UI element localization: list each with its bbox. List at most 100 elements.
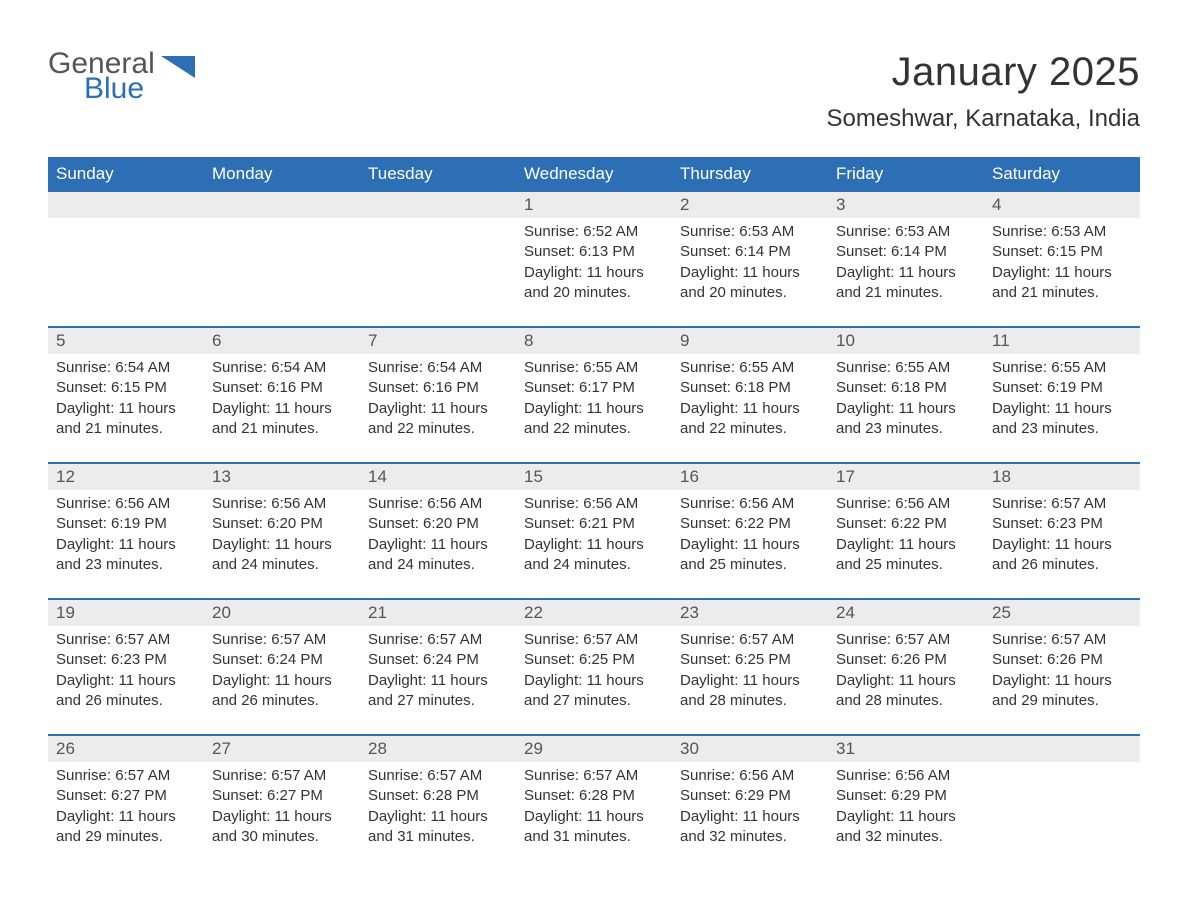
week-row: 1Sunrise: 6:52 AMSunset: 6:13 PMDaylight… (48, 192, 1140, 312)
day-cell: 9Sunrise: 6:55 AMSunset: 6:18 PMDaylight… (672, 328, 828, 448)
day-number: 12 (48, 464, 204, 490)
day-body: Sunrise: 6:57 AMSunset: 6:25 PMDaylight:… (672, 626, 828, 719)
daylight-text: Daylight: 11 hours and 29 minutes. (56, 807, 196, 848)
day-body: Sunrise: 6:56 AMSunset: 6:20 PMDaylight:… (204, 490, 360, 583)
day-body: Sunrise: 6:57 AMSunset: 6:24 PMDaylight:… (204, 626, 360, 719)
sunrise-text: Sunrise: 6:57 AM (836, 630, 976, 650)
empty-day-bar (360, 192, 516, 218)
daylight-text: Daylight: 11 hours and 31 minutes. (368, 807, 508, 848)
sunrise-text: Sunrise: 6:56 AM (524, 494, 664, 514)
empty-day-bar (48, 192, 204, 218)
day-cell (984, 736, 1140, 856)
sunset-text: Sunset: 6:23 PM (992, 514, 1132, 534)
day-cell: 13Sunrise: 6:56 AMSunset: 6:20 PMDayligh… (204, 464, 360, 584)
sunset-text: Sunset: 6:14 PM (836, 242, 976, 262)
day-body: Sunrise: 6:56 AMSunset: 6:29 PMDaylight:… (828, 762, 984, 855)
day-cell: 30Sunrise: 6:56 AMSunset: 6:29 PMDayligh… (672, 736, 828, 856)
day-body: Sunrise: 6:57 AMSunset: 6:27 PMDaylight:… (48, 762, 204, 855)
day-cell: 3 Sunrise: 6:53 AMSunset: 6:14 PMDaylight… (828, 192, 984, 312)
day-header: Thursday (672, 157, 828, 192)
sunset-text: Sunset: 6:27 PM (56, 786, 196, 806)
sunrise-text: Sunrise: 6:53 AM (836, 222, 976, 242)
daylight-text: Daylight: 11 hours and 23 minutes. (836, 399, 976, 440)
month-title: January 2025 (826, 50, 1140, 95)
daylight-text: Daylight: 11 hours and 26 minutes. (992, 535, 1132, 576)
sunrise-text: Sunrise: 6:56 AM (680, 766, 820, 786)
daylight-text: Daylight: 11 hours and 20 minutes. (680, 263, 820, 304)
day-number: 24 (828, 600, 984, 626)
sunrise-text: Sunrise: 6:55 AM (680, 358, 820, 378)
week-row: 26Sunrise: 6:57 AMSunset: 6:27 PMDayligh… (48, 734, 1140, 856)
sunset-text: Sunset: 6:19 PM (992, 378, 1132, 398)
day-cell: 29Sunrise: 6:57 AMSunset: 6:28 PMDayligh… (516, 736, 672, 856)
daylight-text: Daylight: 11 hours and 22 minutes. (524, 399, 664, 440)
sunset-text: Sunset: 6:26 PM (836, 650, 976, 670)
daylight-text: Daylight: 11 hours and 24 minutes. (212, 535, 352, 576)
day-body: Sunrise: 6:56 AMSunset: 6:20 PMDaylight:… (360, 490, 516, 583)
logo-triangle-icon (161, 56, 195, 81)
sunrise-text: Sunrise: 6:54 AM (368, 358, 508, 378)
day-body: Sunrise: 6:52 AMSunset: 6:13 PMDaylight:… (516, 218, 672, 311)
day-number: 1 (516, 192, 672, 218)
sunset-text: Sunset: 6:17 PM (524, 378, 664, 398)
day-cell: 27Sunrise: 6:57 AMSunset: 6:27 PMDayligh… (204, 736, 360, 856)
day-header: Monday (204, 157, 360, 192)
sunrise-text: Sunrise: 6:57 AM (212, 766, 352, 786)
day-number: 29 (516, 736, 672, 762)
sunrise-text: Sunrise: 6:54 AM (212, 358, 352, 378)
sunset-text: Sunset: 6:28 PM (368, 786, 508, 806)
day-cell (204, 192, 360, 312)
day-header: Tuesday (360, 157, 516, 192)
daylight-text: Daylight: 11 hours and 23 minutes. (992, 399, 1132, 440)
day-cell: 21Sunrise: 6:57 AMSunset: 6:24 PMDayligh… (360, 600, 516, 720)
sunrise-text: Sunrise: 6:57 AM (56, 630, 196, 650)
sunrise-text: Sunrise: 6:57 AM (212, 630, 352, 650)
daylight-text: Daylight: 11 hours and 30 minutes. (212, 807, 352, 848)
daylight-text: Daylight: 11 hours and 24 minutes. (368, 535, 508, 576)
day-body: Sunrise: 6:57 AMSunset: 6:28 PMDaylight:… (516, 762, 672, 855)
day-number: 11 (984, 328, 1140, 354)
sunset-text: Sunset: 6:16 PM (212, 378, 352, 398)
day-number: 3 (828, 192, 984, 218)
sunset-text: Sunset: 6:20 PM (368, 514, 508, 534)
day-body: Sunrise: 6:57 AMSunset: 6:27 PMDaylight:… (204, 762, 360, 855)
day-body: Sunrise: 6:57 AMSunset: 6:23 PMDaylight:… (984, 490, 1140, 583)
day-cell: 14Sunrise: 6:56 AMSunset: 6:20 PMDayligh… (360, 464, 516, 584)
day-body: Sunrise: 6:53 AMSunset: 6:14 PMDaylight:… (672, 218, 828, 311)
daylight-text: Daylight: 11 hours and 28 minutes. (680, 671, 820, 712)
daylight-text: Daylight: 11 hours and 27 minutes. (524, 671, 664, 712)
day-number: 10 (828, 328, 984, 354)
day-cell: 11Sunrise: 6:55 AMSunset: 6:19 PMDayligh… (984, 328, 1140, 448)
daylight-text: Daylight: 11 hours and 31 minutes. (524, 807, 664, 848)
header: General Blue January 2025 Someshwar, Kar… (48, 50, 1140, 133)
sunset-text: Sunset: 6:15 PM (992, 242, 1132, 262)
sunset-text: Sunset: 6:24 PM (212, 650, 352, 670)
daylight-text: Daylight: 11 hours and 32 minutes. (680, 807, 820, 848)
day-number: 9 (672, 328, 828, 354)
title-block: January 2025 Someshwar, Karnataka, India (826, 50, 1140, 133)
day-cell: 23Sunrise: 6:57 AMSunset: 6:25 PMDayligh… (672, 600, 828, 720)
sunrise-text: Sunrise: 6:57 AM (368, 630, 508, 650)
day-number: 18 (984, 464, 1140, 490)
day-body: Sunrise: 6:56 AMSunset: 6:22 PMDaylight:… (672, 490, 828, 583)
logo: General Blue (48, 50, 195, 102)
day-number: 28 (360, 736, 516, 762)
sunrise-text: Sunrise: 6:53 AM (992, 222, 1132, 242)
daylight-text: Daylight: 11 hours and 26 minutes. (212, 671, 352, 712)
day-number: 27 (204, 736, 360, 762)
sunset-text: Sunset: 6:26 PM (992, 650, 1132, 670)
day-cell: 24Sunrise: 6:57 AMSunset: 6:26 PMDayligh… (828, 600, 984, 720)
daylight-text: Daylight: 11 hours and 21 minutes. (212, 399, 352, 440)
day-body: Sunrise: 6:57 AMSunset: 6:26 PMDaylight:… (828, 626, 984, 719)
sunrise-text: Sunrise: 6:55 AM (836, 358, 976, 378)
sunrise-text: Sunrise: 6:52 AM (524, 222, 664, 242)
day-cell: 20Sunrise: 6:57 AMSunset: 6:24 PMDayligh… (204, 600, 360, 720)
daylight-text: Daylight: 11 hours and 21 minutes. (836, 263, 976, 304)
sunset-text: Sunset: 6:23 PM (56, 650, 196, 670)
sunrise-text: Sunrise: 6:56 AM (680, 494, 820, 514)
daylight-text: Daylight: 11 hours and 32 minutes. (836, 807, 976, 848)
daylight-text: Daylight: 11 hours and 24 minutes. (524, 535, 664, 576)
day-body: Sunrise: 6:57 AMSunset: 6:23 PMDaylight:… (48, 626, 204, 719)
sunset-text: Sunset: 6:28 PM (524, 786, 664, 806)
empty-day-bar (204, 192, 360, 218)
